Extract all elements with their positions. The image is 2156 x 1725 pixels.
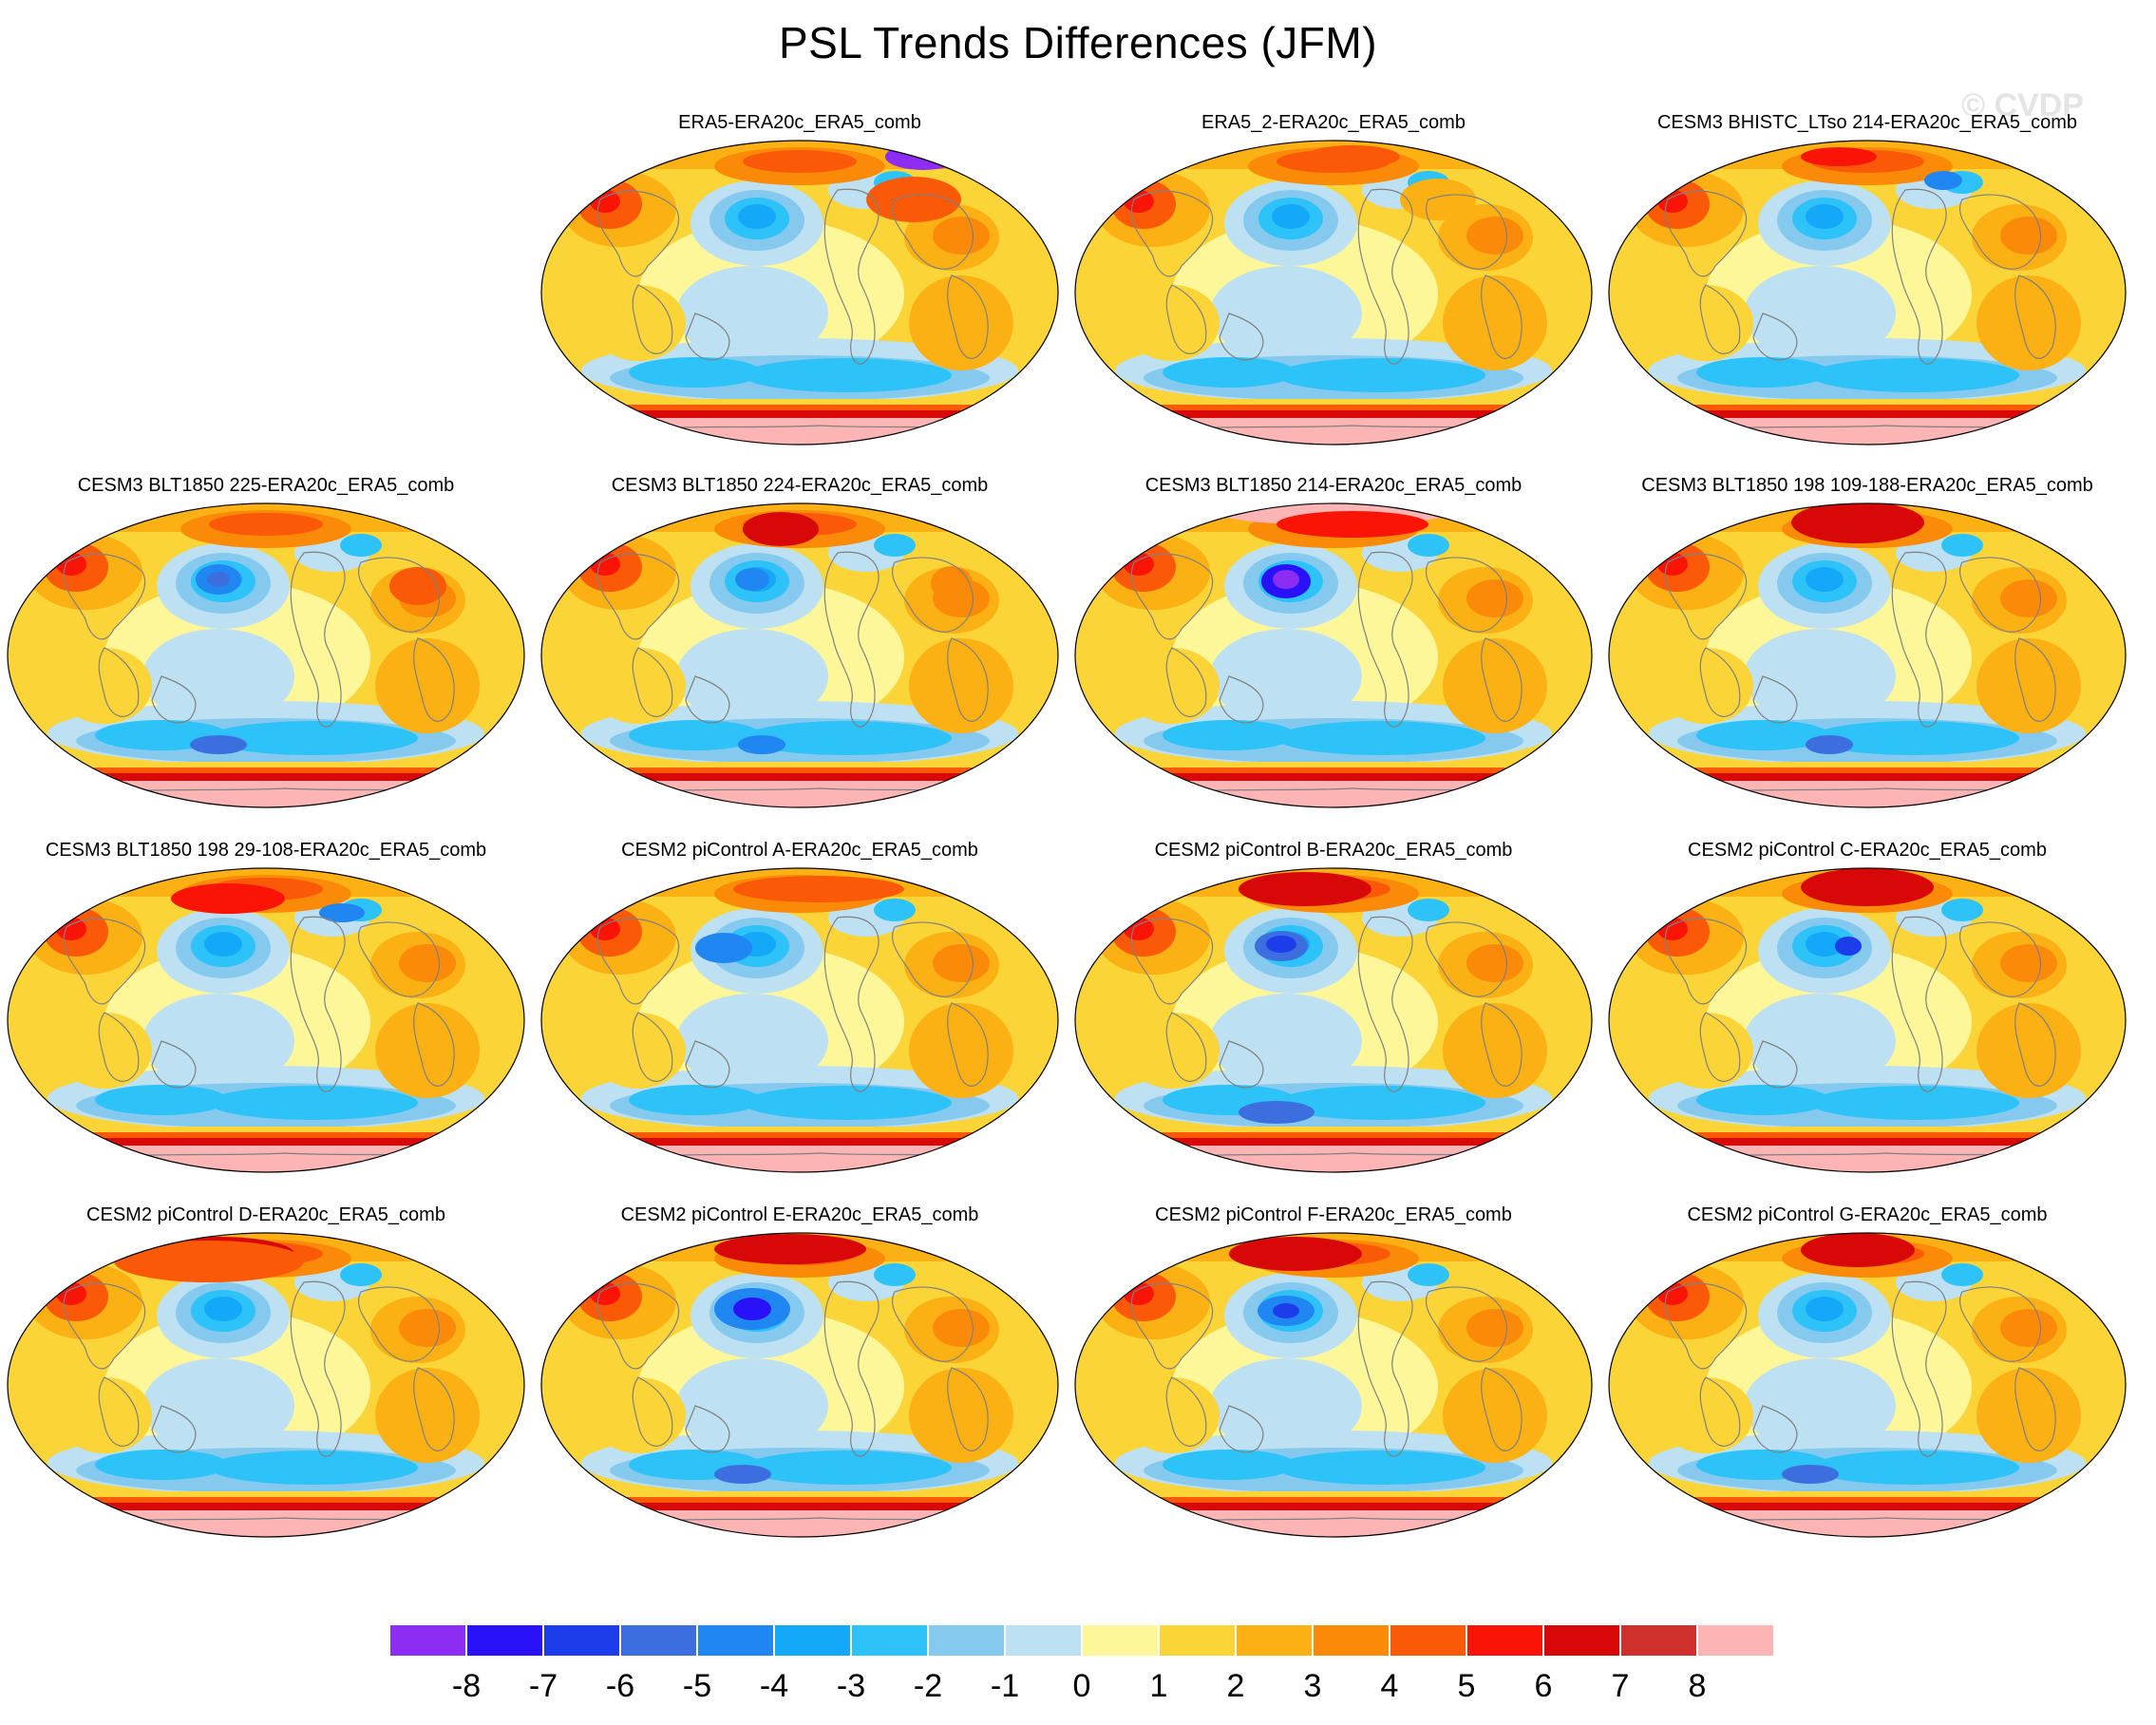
colorbar-tick-label: -7 xyxy=(528,1668,558,1704)
robinson-map xyxy=(7,867,525,1173)
panel-title: CESM2 piControl A-ERA20c_ERA5_comb xyxy=(621,840,978,861)
map-panel: CESM3 BLT1850 225-ERA20c_ERA5_comb xyxy=(0,475,532,838)
map-panel: CESM3 BLT1850 214-ERA20c_ERA5_comb xyxy=(1068,475,1599,838)
colorbar-swatch xyxy=(620,1624,697,1657)
map-panel: CESM3 BHISTC_LTso 214-ERA20c_ERA5_comb xyxy=(1601,112,2133,475)
colorbar-tick-label: 8 xyxy=(1688,1668,1707,1704)
map-panel: CESM3 BLT1850 198 109-188-ERA20c_ERA5_co… xyxy=(1601,475,2133,838)
watermark: © CVDP xyxy=(1961,87,2084,123)
robinson-map xyxy=(540,140,1059,445)
colorbar-swatch xyxy=(1543,1624,1620,1657)
panel-title: CESM3 BLT1850 224-ERA20c_ERA5_comb xyxy=(611,475,989,496)
colorbar-swatch xyxy=(1697,1624,1774,1657)
map-panel: CESM2 piControl C-ERA20c_ERA5_comb xyxy=(1601,840,2133,1203)
map-panel: ERA5_2-ERA20c_ERA5_comb xyxy=(1068,112,1599,475)
panel-title: CESM2 piControl C-ERA20c_ERA5_comb xyxy=(1688,840,2047,861)
map-panel: CESM2 piControl B-ERA20c_ERA5_comb xyxy=(1068,840,1599,1203)
colorbar-tick-label: 0 xyxy=(1072,1668,1091,1704)
colorbar-tick-label: -5 xyxy=(682,1668,712,1704)
map-panel: CESM3 BLT1850 224-ERA20c_ERA5_comb xyxy=(534,475,1066,838)
colorbar-tick-label: 7 xyxy=(1611,1668,1630,1704)
robinson-map xyxy=(540,502,1059,808)
colorbar-swatch xyxy=(1236,1624,1313,1657)
map-panel: ERA5-ERA20c_ERA5_comb xyxy=(534,112,1066,475)
colorbar-swatch xyxy=(543,1624,620,1657)
panel-title: CESM2 piControl G-ERA20c_ERA5_comb xyxy=(1687,1204,2048,1225)
colorbar-swatch xyxy=(774,1624,851,1657)
panel-title: CESM3 BLT1850 225-ERA20c_ERA5_comb xyxy=(77,475,455,496)
colorbar-tick-label: -1 xyxy=(990,1668,1020,1704)
colorbar-tick-label: 4 xyxy=(1380,1668,1399,1704)
map-panel: CESM3 BLT1850 198 29-108-ERA20c_ERA5_com… xyxy=(0,840,532,1203)
robinson-map xyxy=(1074,502,1593,808)
robinson-map xyxy=(1608,867,2127,1173)
colorbar: -8 -7 -6 -5 -4 -3 -2 -1 0 1 2 3 4 5 6 7 8 xyxy=(389,1624,1774,1710)
colorbar-swatch xyxy=(851,1624,928,1657)
colorbar-tick-label: -4 xyxy=(759,1668,789,1704)
colorbar-tick-label: 1 xyxy=(1149,1668,1168,1704)
robinson-map xyxy=(1608,502,2127,808)
panel-title: CESM3 BHISTC_LTso 214-ERA20c_ERA5_comb xyxy=(1656,112,2078,133)
map-panel: CESM2 piControl E-ERA20c_ERA5_comb xyxy=(534,1204,1066,1567)
panel-title: ERA5_2-ERA20c_ERA5_comb xyxy=(1201,112,1466,133)
robinson-map xyxy=(1074,867,1593,1173)
colorbar-swatch xyxy=(928,1624,1005,1657)
panel-title: CESM2 piControl B-ERA20c_ERA5_comb xyxy=(1154,840,1513,861)
colorbar-swatch xyxy=(1082,1624,1159,1657)
colorbar-tick-label: -8 xyxy=(451,1668,482,1704)
colorbar-swatch xyxy=(697,1624,774,1657)
colorbar-tick-label: 5 xyxy=(1457,1668,1476,1704)
map-panel: CESM2 piControl D-ERA20c_ERA5_comb xyxy=(0,1204,532,1567)
colorbar-tick-label: -3 xyxy=(836,1668,866,1704)
colorbar-swatch xyxy=(389,1624,466,1657)
robinson-map xyxy=(7,502,525,808)
colorbar-tick-label: 3 xyxy=(1303,1668,1322,1704)
robinson-map xyxy=(540,867,1059,1173)
colorbar-swatch xyxy=(466,1624,543,1657)
robinson-map xyxy=(1074,140,1593,445)
map-panel: CESM2 piControl A-ERA20c_ERA5_comb xyxy=(534,840,1066,1203)
colorbar-swatch xyxy=(1313,1624,1390,1657)
robinson-map xyxy=(1074,1232,1593,1538)
panel-title: CESM3 BLT1850 198 109-188-ERA20c_ERA5_co… xyxy=(1641,475,2093,496)
colorbar-tick-label: -2 xyxy=(913,1668,943,1704)
colorbar-tick-label: 6 xyxy=(1534,1668,1553,1704)
colorbar-swatch xyxy=(1620,1624,1697,1657)
panel-title: CESM3 BLT1850 214-ERA20c_ERA5_comb xyxy=(1144,475,1522,496)
panel-title: CESM2 piControl D-ERA20c_ERA5_comb xyxy=(86,1204,445,1225)
robinson-map xyxy=(7,1232,525,1538)
robinson-map xyxy=(540,1232,1059,1538)
map-panel: CESM2 piControl G-ERA20c_ERA5_comb xyxy=(1601,1204,2133,1567)
robinson-map xyxy=(1608,1232,2127,1538)
colorbar-swatch xyxy=(1005,1624,1082,1657)
colorbar-swatch xyxy=(1466,1624,1543,1657)
figure-title: PSL Trends Differences (JFM) xyxy=(778,18,1378,67)
panel-title: CESM3 BLT1850 198 29-108-ERA20c_ERA5_com… xyxy=(45,840,487,861)
robinson-map xyxy=(1608,140,2127,445)
panel-title: CESM2 piControl F-ERA20c_ERA5_comb xyxy=(1155,1204,1512,1225)
colorbar-tick-label: -6 xyxy=(605,1668,635,1704)
colorbar-swatch xyxy=(1390,1624,1466,1657)
colorbar-tick-label: 2 xyxy=(1226,1668,1245,1704)
colorbar-swatch xyxy=(1159,1624,1236,1657)
panel-title: ERA5-ERA20c_ERA5_comb xyxy=(678,112,921,133)
panel-title: CESM2 piControl E-ERA20c_ERA5_comb xyxy=(620,1204,979,1225)
map-panel: CESM2 piControl F-ERA20c_ERA5_comb xyxy=(1068,1204,1599,1567)
